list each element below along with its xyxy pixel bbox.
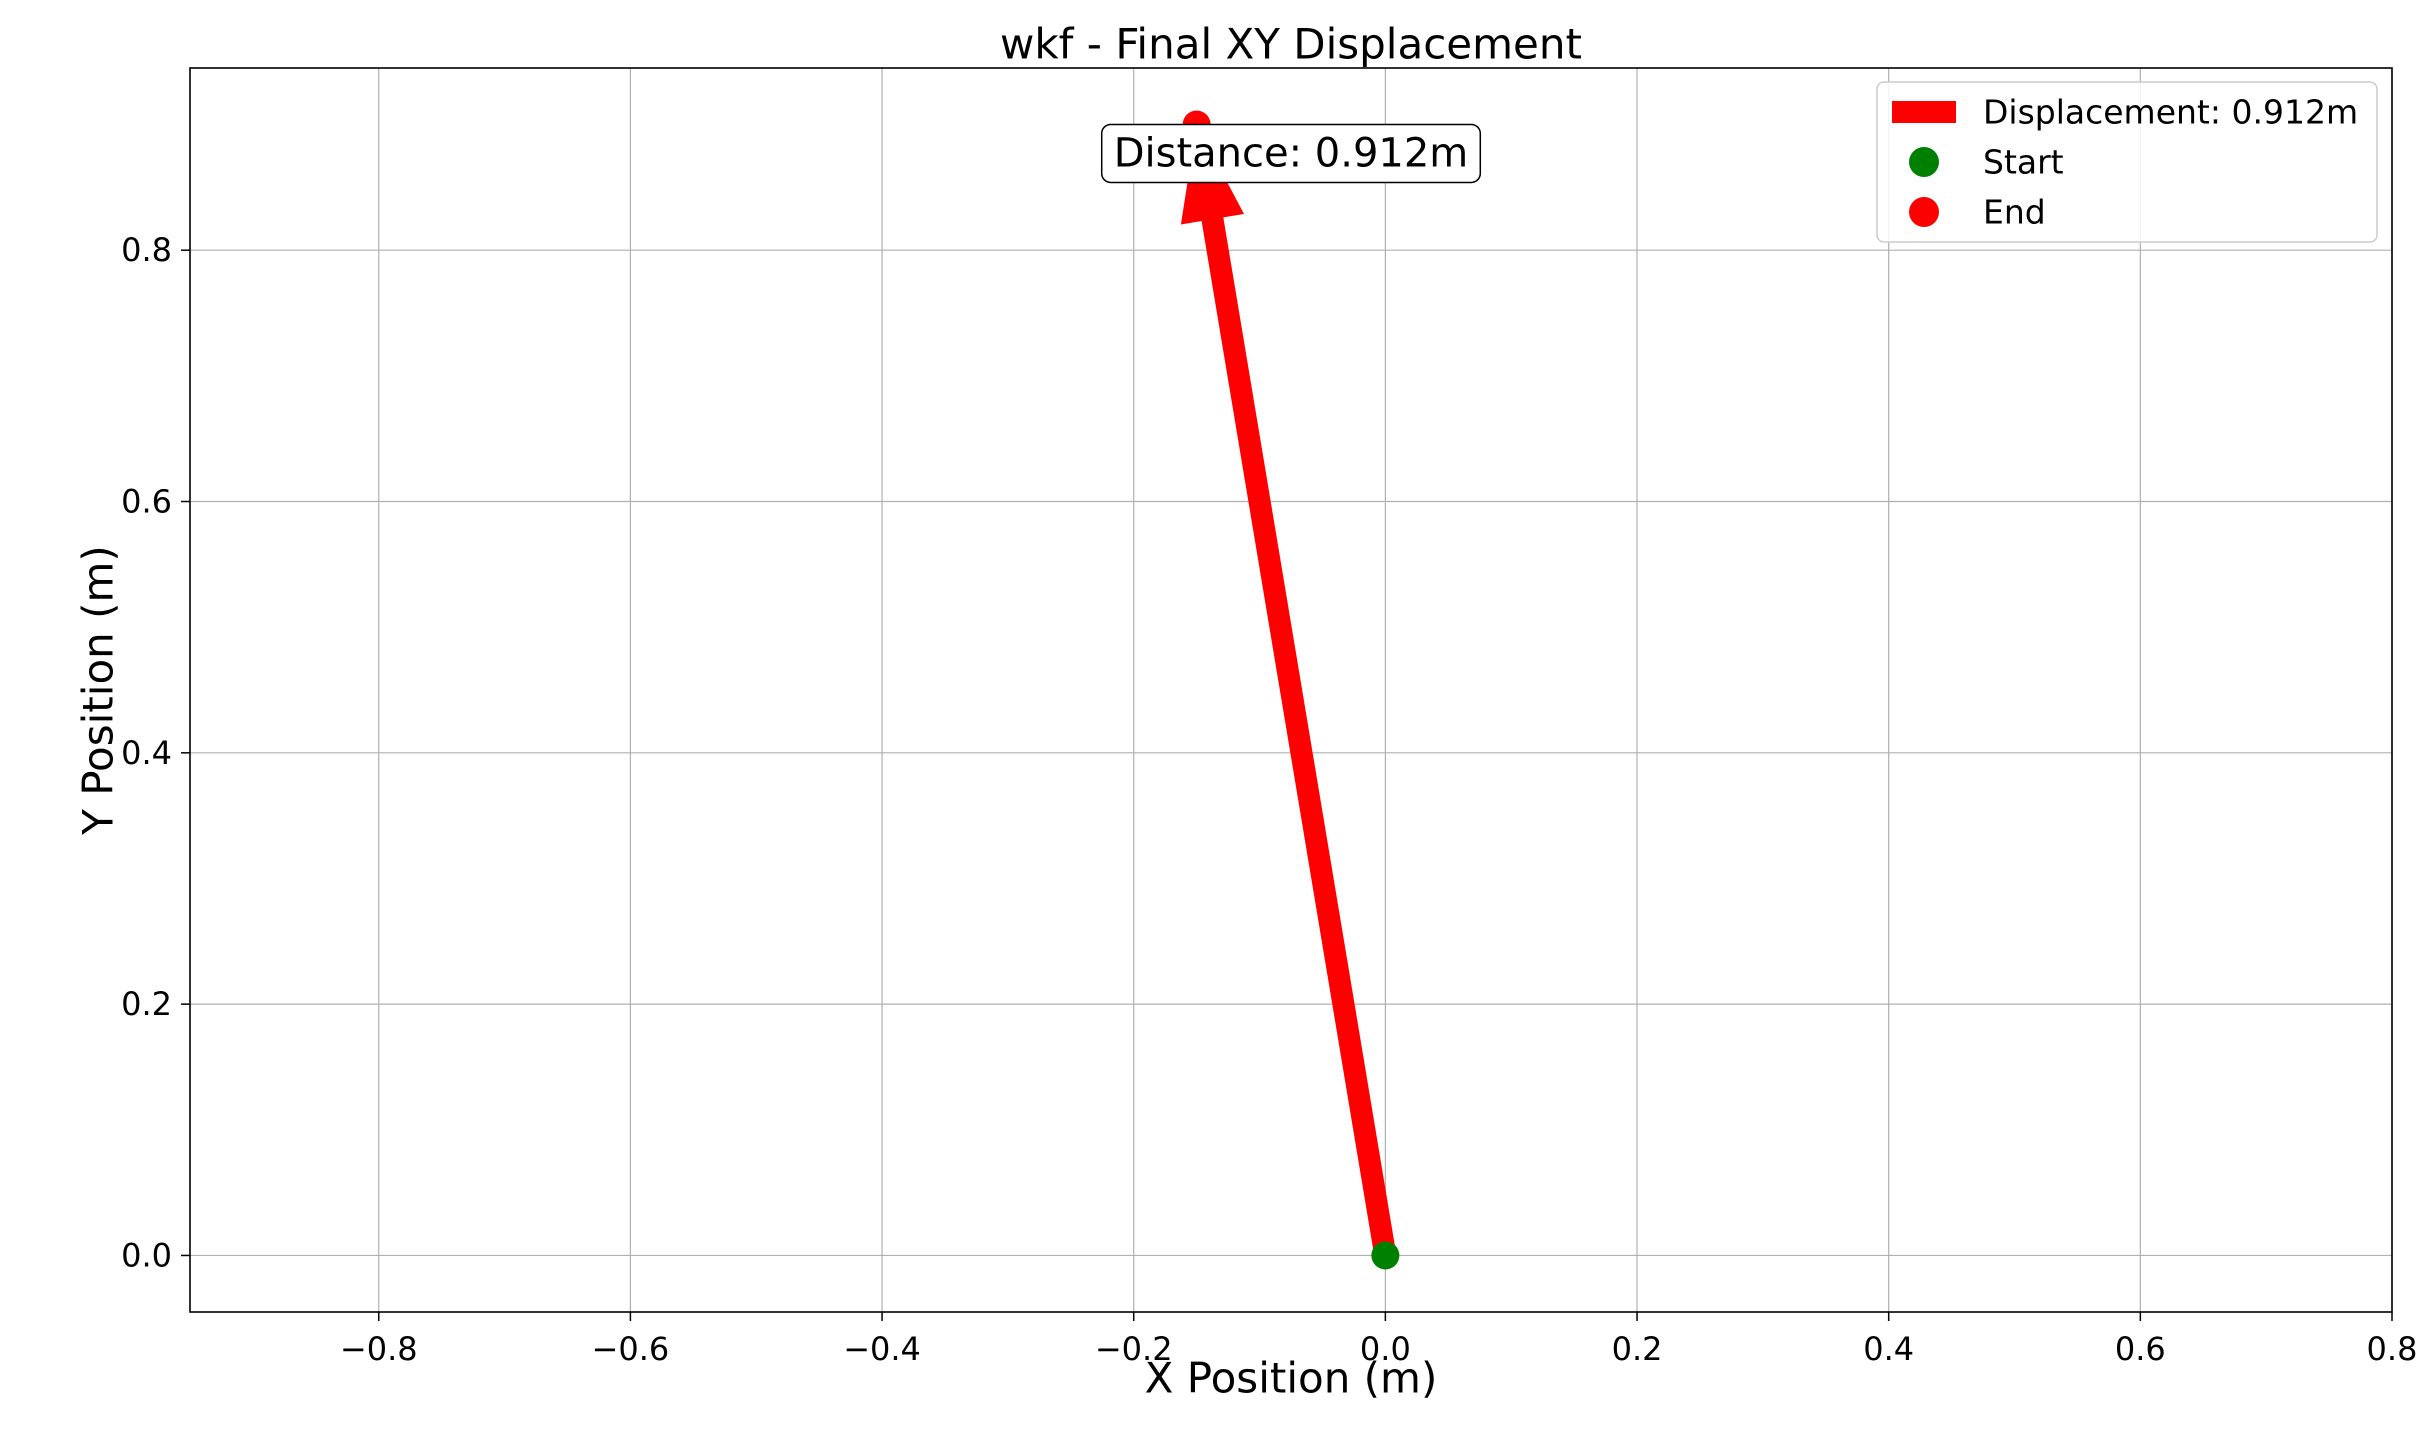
x-axis-label: X Position (m): [1145, 1354, 1438, 1403]
y-tick-label: 0.4: [121, 734, 172, 772]
x-tick-label: 0.6: [2115, 1330, 2166, 1368]
x-tick-label: 0.8: [2367, 1330, 2416, 1368]
legend-end-marker: [1909, 197, 1939, 227]
chart-title: wkf - Final XY Displacement: [1000, 20, 1582, 69]
legend-end-label: End: [1983, 193, 2046, 232]
annotation-text: Distance: 0.912m: [1114, 130, 1469, 176]
x-tick-label: −0.6: [592, 1330, 670, 1368]
y-tick-label: 0.6: [121, 483, 172, 521]
legend: Displacement: 0.912m Start End: [1877, 82, 2377, 242]
x-tick-label: 0.2: [1612, 1330, 1663, 1368]
x-tick-label: 0.4: [1863, 1330, 1914, 1368]
legend-start-marker: [1909, 147, 1939, 177]
y-axis-label: Y Position (m): [74, 545, 123, 836]
displacement-arrow: [1181, 125, 1396, 1258]
y-tick-label: 0.8: [121, 231, 172, 269]
data-marks: [1181, 111, 1399, 1270]
annotation: Distance: 0.912m: [1102, 124, 1481, 182]
ticks: −0.8 −0.6 −0.4 −0.2 0.0 0.2 0.4 0.6 0.80.00.20.4…: [121, 231, 2416, 1368]
legend-displacement-label: Displacement: 0.912m: [1983, 93, 2358, 132]
start-point-marker: [1371, 1241, 1399, 1269]
legend-start-label: Start: [1983, 143, 2064, 182]
x-tick-label: −0.4: [843, 1330, 921, 1368]
legend-displacement-swatch: [1892, 101, 1956, 123]
y-tick-label: 0.0: [121, 1236, 172, 1274]
x-tick-label: −0.8: [340, 1330, 418, 1368]
y-tick-label: 0.2: [121, 985, 172, 1023]
